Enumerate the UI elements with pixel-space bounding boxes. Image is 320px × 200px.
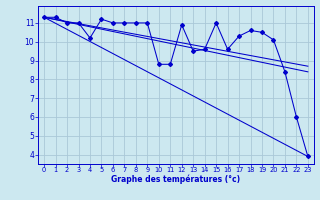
X-axis label: Graphe des températures (°c): Graphe des températures (°c) xyxy=(111,175,241,184)
